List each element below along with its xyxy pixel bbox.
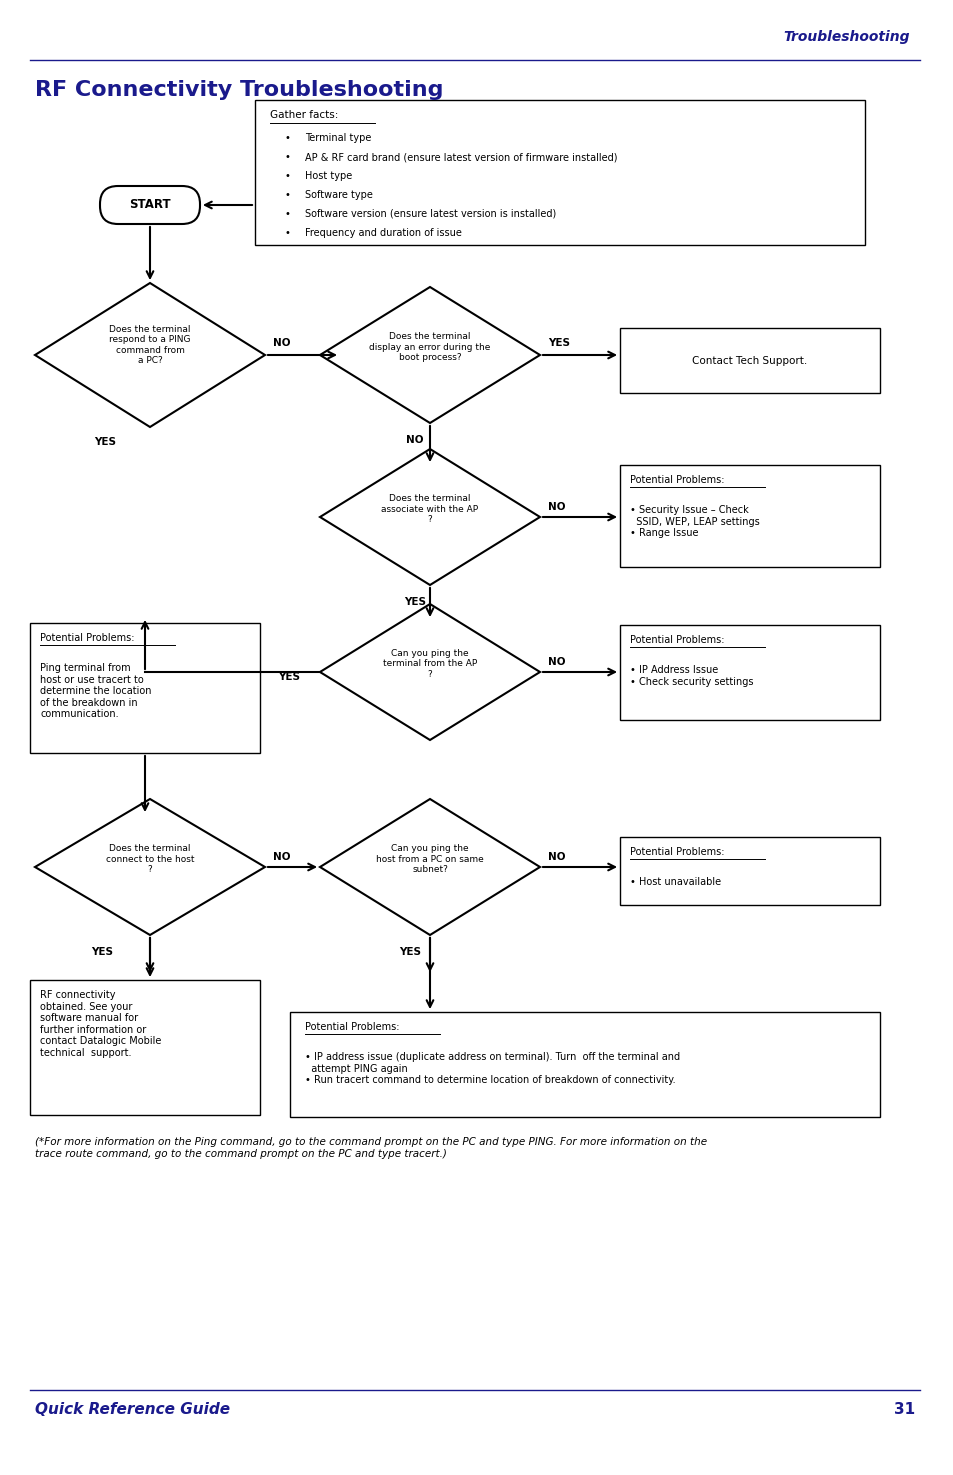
Text: •: • bbox=[285, 133, 291, 143]
Text: YES: YES bbox=[91, 947, 112, 957]
Text: Ping terminal from
host or use tracert to
determine the location
of the breakdow: Ping terminal from host or use tracert t… bbox=[40, 662, 152, 720]
Text: • Security Issue – Check
  SSID, WEP, LEAP settings
• Range Issue: • Security Issue – Check SSID, WEP, LEAP… bbox=[629, 504, 759, 538]
Text: NO: NO bbox=[547, 656, 565, 667]
Text: Can you ping the
terminal from the AP
?: Can you ping the terminal from the AP ? bbox=[382, 649, 476, 678]
Text: Does the terminal
display an error during the
boot process?: Does the terminal display an error durin… bbox=[369, 332, 490, 361]
Text: •: • bbox=[285, 171, 291, 181]
Text: Gather facts:: Gather facts: bbox=[270, 111, 338, 119]
Text: Host type: Host type bbox=[305, 171, 352, 181]
Text: AP & RF card brand (ensure latest version of firmware installed): AP & RF card brand (ensure latest versio… bbox=[305, 152, 617, 162]
Text: Quick Reference Guide: Quick Reference Guide bbox=[35, 1403, 230, 1417]
FancyBboxPatch shape bbox=[100, 186, 200, 224]
Text: Software type: Software type bbox=[305, 190, 373, 201]
Polygon shape bbox=[35, 283, 265, 426]
Polygon shape bbox=[319, 288, 539, 423]
Text: Does the terminal
connect to the host
?: Does the terminal connect to the host ? bbox=[106, 844, 194, 873]
Text: • Host unavailable: • Host unavailable bbox=[629, 878, 720, 886]
Polygon shape bbox=[319, 448, 539, 586]
Text: YES: YES bbox=[403, 597, 426, 608]
Text: (*For more information on the Ping command, go to the command prompt on the PC a: (*For more information on the Ping comma… bbox=[35, 1137, 706, 1158]
Text: Troubleshooting: Troubleshooting bbox=[782, 30, 909, 44]
Text: RF Connectivity Troubleshooting: RF Connectivity Troubleshooting bbox=[35, 80, 443, 100]
Text: 31: 31 bbox=[893, 1403, 914, 1417]
Text: Contact Tech Support.: Contact Tech Support. bbox=[692, 355, 807, 366]
Text: •: • bbox=[285, 229, 291, 237]
Text: • IP Address Issue
• Check security settings: • IP Address Issue • Check security sett… bbox=[629, 665, 753, 686]
Text: YES: YES bbox=[94, 437, 116, 447]
Text: YES: YES bbox=[547, 338, 569, 348]
Text: •: • bbox=[285, 190, 291, 201]
FancyBboxPatch shape bbox=[619, 465, 879, 566]
Polygon shape bbox=[319, 799, 539, 935]
FancyBboxPatch shape bbox=[30, 622, 260, 754]
Text: • IP address issue (duplicate address on terminal). Turn  off the terminal and
 : • IP address issue (duplicate address on… bbox=[305, 1052, 679, 1086]
Text: Potential Problems:: Potential Problems: bbox=[629, 475, 723, 485]
Text: Potential Problems:: Potential Problems: bbox=[40, 633, 134, 643]
Text: NO: NO bbox=[406, 435, 423, 445]
Text: YES: YES bbox=[277, 673, 299, 681]
Text: Potential Problems:: Potential Problems: bbox=[629, 847, 723, 857]
Text: NO: NO bbox=[547, 853, 565, 861]
Text: NO: NO bbox=[547, 502, 565, 512]
Text: •: • bbox=[285, 209, 291, 218]
Text: Potential Problems:: Potential Problems: bbox=[305, 1022, 399, 1032]
Text: Does the terminal
respond to a PING
command from
a PC?: Does the terminal respond to a PING comm… bbox=[110, 324, 191, 366]
Text: Software version (ensure latest version is installed): Software version (ensure latest version … bbox=[305, 209, 556, 218]
Text: NO: NO bbox=[273, 338, 291, 348]
FancyBboxPatch shape bbox=[619, 836, 879, 906]
FancyBboxPatch shape bbox=[619, 327, 879, 392]
Text: •: • bbox=[285, 152, 291, 162]
Text: Potential Problems:: Potential Problems: bbox=[629, 636, 723, 645]
Polygon shape bbox=[319, 603, 539, 740]
FancyBboxPatch shape bbox=[254, 100, 864, 245]
Text: START: START bbox=[129, 199, 171, 211]
Polygon shape bbox=[35, 799, 265, 935]
Text: Terminal type: Terminal type bbox=[305, 133, 371, 143]
FancyBboxPatch shape bbox=[30, 979, 260, 1115]
FancyBboxPatch shape bbox=[619, 625, 879, 720]
Text: Can you ping the
host from a PC on same
subnet?: Can you ping the host from a PC on same … bbox=[375, 844, 483, 873]
Text: RF connectivity
obtained. See your
software manual for
further information or
co: RF connectivity obtained. See your softw… bbox=[40, 990, 161, 1058]
Text: YES: YES bbox=[398, 947, 420, 957]
Text: Frequency and duration of issue: Frequency and duration of issue bbox=[305, 229, 461, 237]
Text: Does the terminal
associate with the AP
?: Does the terminal associate with the AP … bbox=[381, 494, 478, 524]
FancyBboxPatch shape bbox=[290, 1012, 879, 1117]
Text: NO: NO bbox=[273, 853, 291, 861]
